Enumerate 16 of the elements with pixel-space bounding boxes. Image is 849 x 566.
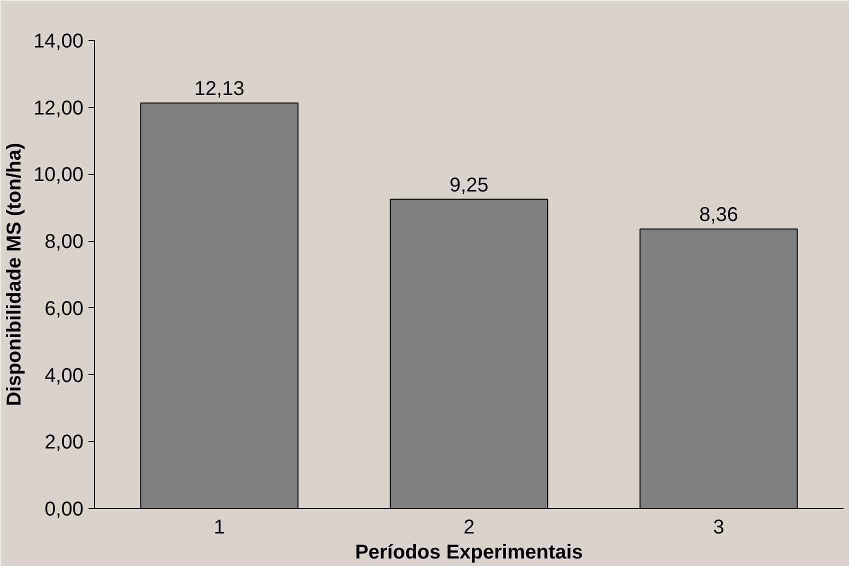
x-tick-label: 1 xyxy=(214,516,225,538)
data-label: 12,13 xyxy=(194,78,244,100)
y-tick-label: 2,00 xyxy=(44,432,84,454)
y-axis-title: Disponibilidade MS (ton/ha) xyxy=(3,142,26,406)
data-label: 9,25 xyxy=(450,174,488,196)
y-tick-label: 12,00 xyxy=(33,97,84,120)
y-tick-label: 10,00 xyxy=(33,164,84,186)
y-tick-label: 14,00 xyxy=(33,30,84,52)
y-tick-label: 4,00 xyxy=(44,364,84,387)
x-axis-title: Períodos Experimentais xyxy=(355,542,583,564)
x-tick-label: 2 xyxy=(463,516,475,538)
y-tick-label: 0,00 xyxy=(44,498,84,520)
x-tick-label: 3 xyxy=(713,516,724,538)
y-tick-label: 8,00 xyxy=(44,231,84,254)
data-label: 8,36 xyxy=(699,204,738,226)
y-tick-label: 6,00 xyxy=(44,298,84,320)
